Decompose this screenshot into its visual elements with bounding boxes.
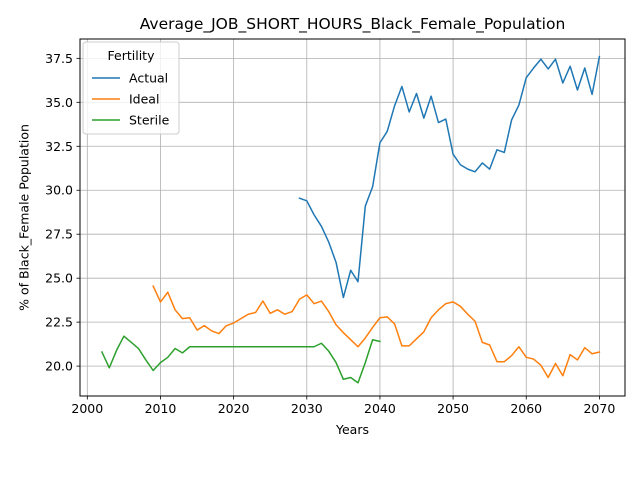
legend-items: Actual Ideal Sterile: [92, 71, 170, 128]
x-axis-title: Years: [335, 422, 369, 437]
legend-box: [82, 41, 180, 135]
x-tick-label: 2070: [583, 401, 615, 416]
x-tick-label: 2030: [291, 401, 323, 416]
y-tick-label: 20.0: [45, 359, 73, 374]
series-line-ideal: [152, 285, 601, 379]
series-line-sterile: [100, 335, 381, 384]
y-tick-label: 22.5: [45, 315, 73, 330]
y-tick-label: 37.5: [45, 51, 73, 66]
chart-title: Average_JOB_SHORT_HOURS_Black_Female_Pop…: [140, 15, 566, 34]
series-group: [100, 55, 601, 384]
y-tick-label: 27.5: [45, 227, 73, 242]
y-tick-label: 25.0: [45, 271, 73, 286]
legend-title: Fertility: [108, 48, 156, 63]
x-tick-label: 2040: [364, 401, 396, 416]
y-axis-title: % of Black_Female Population: [17, 124, 32, 311]
x-tick-label: 2020: [218, 401, 250, 416]
grid: [80, 39, 625, 396]
x-tick-label: 2010: [145, 401, 177, 416]
x-tick-label: 2050: [437, 401, 469, 416]
y-tick-label: 35.0: [45, 95, 73, 110]
legend-label-ideal: Ideal: [129, 92, 159, 107]
legend: Fertility Actual Ideal Sterile: [82, 41, 180, 135]
legend-label-actual: Actual: [129, 71, 168, 86]
legend-label-sterile: Sterile: [129, 113, 170, 128]
axis-ticks: 2000 2010 2020 2030 2040 2050 2060 2070 20.0 22.5…: [45, 51, 615, 416]
plot-frame: [79, 38, 626, 397]
y-tick-label: 32.5: [45, 139, 73, 154]
x-tick-label: 2000: [71, 401, 103, 416]
y-tick-label: 30.0: [45, 183, 73, 198]
series-line-actual: [298, 55, 601, 299]
x-tick-label: 2060: [510, 401, 542, 416]
